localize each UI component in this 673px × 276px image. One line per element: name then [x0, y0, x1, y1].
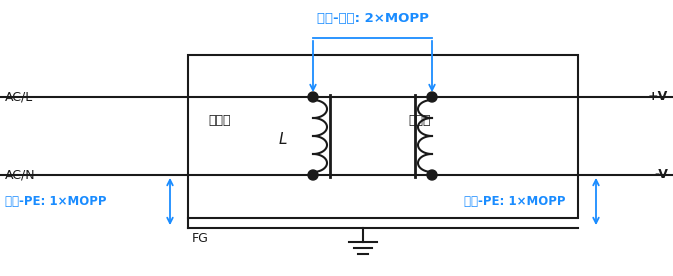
Circle shape: [427, 92, 437, 102]
Text: AC/L: AC/L: [5, 91, 33, 104]
Text: AC/N: AC/N: [5, 169, 36, 182]
Text: FG: FG: [192, 232, 209, 245]
Circle shape: [427, 170, 437, 180]
Text: 输入-PE: 1×MOPP: 输入-PE: 1×MOPP: [5, 195, 106, 208]
Bar: [188, 55, 578, 218]
Text: 输入-输出: 2×MOPP: 输入-输出: 2×MOPP: [316, 12, 429, 25]
Text: +V: +V: [647, 91, 668, 104]
Text: 二次侧: 二次侧: [408, 113, 431, 126]
Circle shape: [308, 92, 318, 102]
Text: 输出-PE: 1×MOPP: 输出-PE: 1×MOPP: [464, 195, 566, 208]
Text: L: L: [279, 132, 287, 147]
Text: -V: -V: [654, 169, 668, 182]
Text: 一次侧: 一次侧: [208, 113, 230, 126]
Circle shape: [308, 170, 318, 180]
